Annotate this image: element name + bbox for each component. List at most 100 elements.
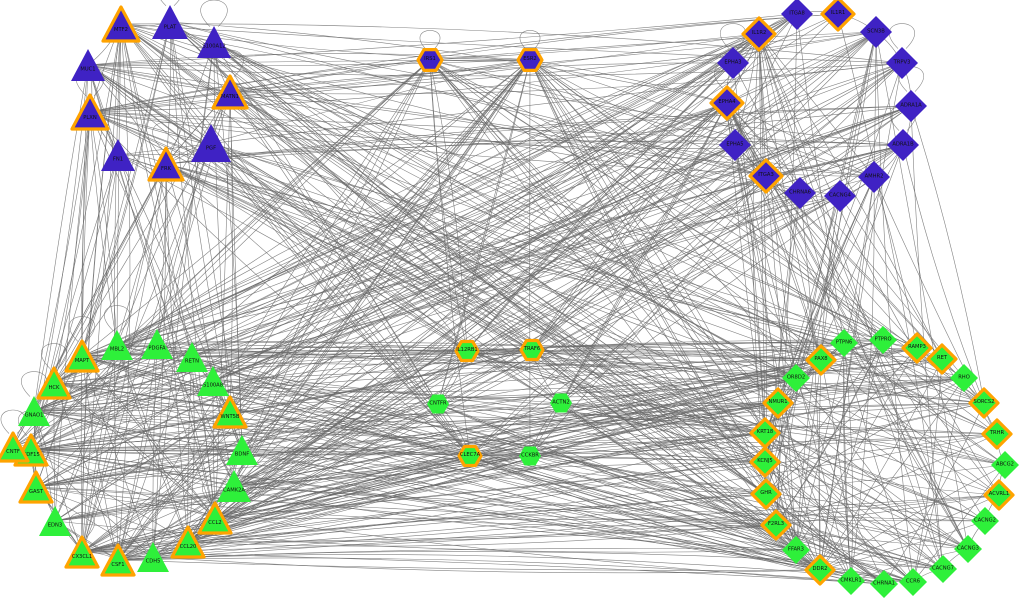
graph-node-cacng7[interactable]: CACNG7 — [927, 553, 959, 585]
graph-edge — [734, 13, 798, 146]
graph-edge — [187, 195, 841, 543]
graph-node-amhr2[interactable]: AMHR2 — [856, 159, 892, 195]
graph-edge — [429, 31, 877, 61]
graph-node-plxn[interactable]: PLXN — [67, 89, 113, 135]
graph-edge — [429, 33, 760, 61]
graph-edge — [795, 176, 875, 551]
graph-node-matn1[interactable]: MATN1 — [208, 70, 252, 114]
graph-edge — [777, 358, 943, 404]
graph-edge — [54, 142, 212, 522]
graph-edge — [81, 102, 728, 553]
graph-node-pdgfa[interactable]: PDGFA — [139, 326, 175, 362]
graph-node-trhr[interactable]: TRHR — [978, 415, 1016, 453]
graph-node-itga3[interactable]: ITGA3 — [745, 155, 787, 197]
graph-node-adra1b[interactable]: ADRA1B — [885, 127, 921, 163]
graph-edge — [53, 91, 231, 384]
graph-node-mtf2[interactable]: MTF2 — [98, 1, 144, 47]
graph-node-adra1a[interactable]: ADRA1A — [893, 88, 929, 124]
graph-edge — [819, 377, 965, 571]
graph-node-itga8[interactable]: ITGA8 — [779, 0, 815, 32]
graph-edge — [229, 91, 943, 360]
graph-edge — [229, 59, 531, 413]
graph-edge — [726, 31, 877, 104]
graph-node-ddr2[interactable]: DDR2 — [801, 551, 839, 589]
graph-node-mapt[interactable]: MAPT — [61, 335, 103, 377]
graph-edge — [187, 59, 531, 543]
graph-edge — [820, 359, 985, 404]
graph-edge — [437, 59, 531, 405]
graph-edge — [117, 59, 531, 561]
graph-edge — [212, 13, 798, 382]
graph-node-traf6[interactable]: TRAF6 — [516, 334, 548, 366]
graph-self-loop-edge — [519, 30, 541, 50]
graph-edge — [35, 486, 885, 585]
graph-edge — [117, 154, 779, 404]
graph-node-muc1[interactable]: MUC1 — [69, 46, 107, 84]
graph-edge — [33, 195, 841, 412]
graph-node-plat[interactable]: PLAT — [150, 2, 190, 42]
graph-node-clec7a[interactable]: CLEC7A — [454, 440, 486, 472]
graph-edge — [165, 163, 884, 341]
graph-edge — [212, 144, 736, 382]
graph-node-pgf[interactable]: PGF — [189, 121, 233, 165]
graph-edge — [910, 105, 985, 404]
graph-edge — [81, 355, 119, 561]
graph-node-cckbr[interactable]: CCKBR — [517, 443, 543, 469]
graph-edge — [902, 144, 985, 404]
graph-node-epha3[interactable]: EPHA3 — [715, 45, 751, 81]
graph-edge — [214, 91, 231, 519]
graph-node-cacng4[interactable]: CACNG4 — [822, 178, 858, 214]
graph-node-mbl2[interactable]: MBL2 — [99, 327, 135, 363]
graph-node-bdnf[interactable]: BDNF — [224, 432, 260, 468]
graph-node-s100a12[interactable]: S100A12 — [195, 23, 233, 61]
graph-node-ccl20[interactable]: CCL20 — [167, 521, 209, 563]
graph-node-chrna1[interactable]: CHRNA1 — [868, 568, 900, 600]
graph-edge — [53, 343, 158, 384]
graph-edge — [152, 41, 215, 558]
graph-node-cntfr[interactable]: CNTFR — [425, 391, 451, 417]
graph-node-il12rb1[interactable]: IL12RB1 — [451, 335, 483, 367]
graph-edge — [765, 105, 912, 177]
graph-node-trpv3[interactable]: TRPV3 — [884, 45, 920, 81]
graph-edge — [87, 64, 821, 571]
graph-edge — [35, 449, 243, 488]
graph-node-csf1[interactable]: CSF1 — [97, 539, 139, 581]
graph-node-gast[interactable]: GAST — [15, 466, 57, 508]
graph-edge — [732, 62, 801, 194]
graph-edge — [529, 59, 875, 178]
graph-edge — [843, 342, 1006, 466]
graph-node-ccr6[interactable]: CCR6 — [897, 566, 929, 598]
graph-edge — [120, 23, 797, 379]
graph-edge — [229, 91, 243, 451]
graph-node-irs1[interactable]: IRS1 — [413, 43, 447, 77]
graph-edge — [169, 21, 904, 146]
graph-node-ptpro[interactable]: PTPRO — [867, 324, 899, 356]
graph-edge — [89, 111, 471, 457]
graph-node-scn3b[interactable]: SCN3B — [858, 14, 894, 50]
graph-edge — [214, 517, 986, 522]
graph-node-frk[interactable]: FRK — [144, 142, 188, 186]
graph-edge — [187, 433, 998, 543]
graph-node-il1r1[interactable]: IL1R1 — [817, 0, 859, 35]
graph-node-actn2[interactable]: ACTN2 — [548, 390, 574, 416]
graph-edge — [437, 62, 903, 405]
graph-edge — [81, 355, 471, 457]
graph-node-esr2[interactable]: ESR2 — [513, 43, 547, 77]
graph-node-cmklr1[interactable]: CMKLR1 — [835, 565, 867, 597]
graph-node-cdh5[interactable]: CDH5 — [135, 539, 171, 575]
graph-edge — [117, 554, 914, 583]
graph-edge — [116, 195, 841, 346]
graph-node-cntf[interactable]: CNTF — [0, 427, 33, 467]
graph-edge — [35, 402, 779, 488]
graph-node-chrna6[interactable]: CHRNA6 — [782, 175, 818, 211]
graph-edge — [758, 33, 797, 379]
graph-node-fn1[interactable]: FN1 — [99, 136, 137, 174]
graph-edge — [165, 163, 821, 571]
graph-edge — [30, 144, 736, 451]
graph-edge — [81, 33, 760, 357]
graph-node-gnao1[interactable]: GNAO1 — [16, 393, 52, 429]
graph-node-epha4[interactable]: EPHA4 — [706, 82, 748, 124]
graph-node-wnt5b[interactable]: WNT5B — [209, 391, 251, 433]
graph-edge — [156, 142, 212, 345]
